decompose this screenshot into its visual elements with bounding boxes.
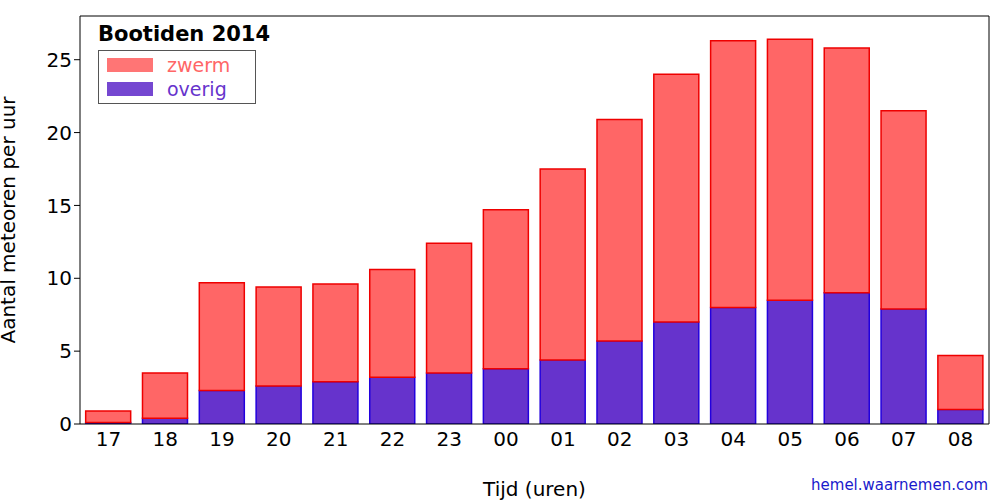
svg-text:01: 01: [550, 427, 575, 451]
svg-text:20: 20: [47, 121, 72, 145]
svg-text:22: 22: [380, 427, 405, 451]
svg-text:03: 03: [664, 427, 689, 451]
svg-text:23: 23: [437, 427, 462, 451]
html-text:hemel.waarnemen.com: hemel.waarnemen.com: [811, 476, 988, 494]
html-text:zwerm: zwerm: [167, 54, 231, 76]
svg-text:10: 10: [47, 266, 72, 290]
svg-text:21: 21: [323, 427, 348, 451]
svg-text:19: 19: [209, 427, 234, 451]
svg-text:20: 20: [266, 427, 291, 451]
svg-text:00: 00: [493, 427, 518, 451]
svg-text:Aantal meteoren per uur: Aantal meteoren per uur: [0, 96, 20, 344]
html-text:Bootiden 2014: Bootiden 2014: [98, 22, 271, 46]
svg-text:25: 25: [47, 48, 72, 72]
svg-text:05: 05: [777, 427, 802, 451]
svg-text:0: 0: [59, 412, 72, 436]
svg-text:5: 5: [59, 339, 72, 363]
svg-text:02: 02: [607, 427, 632, 451]
svg-text:06: 06: [834, 427, 859, 451]
svg-text:08: 08: [948, 427, 973, 451]
svg-text:15: 15: [47, 194, 72, 218]
svg-text:07: 07: [891, 427, 916, 451]
html-text:overig: overig: [167, 78, 227, 100]
svg-text:04: 04: [721, 427, 746, 451]
svg-text:17: 17: [96, 427, 121, 451]
svg-text:Tijd (uren): Tijd (uren): [482, 477, 586, 500]
svg-text:18: 18: [152, 427, 177, 451]
